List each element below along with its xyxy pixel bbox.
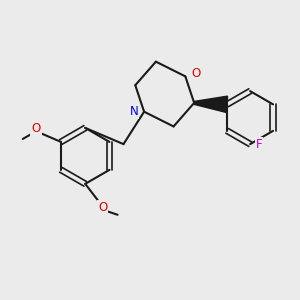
Text: O: O (98, 201, 107, 214)
Text: O: O (31, 122, 40, 135)
Text: O: O (191, 67, 200, 80)
Text: F: F (256, 138, 262, 151)
Text: N: N (129, 105, 138, 118)
Polygon shape (194, 96, 227, 112)
